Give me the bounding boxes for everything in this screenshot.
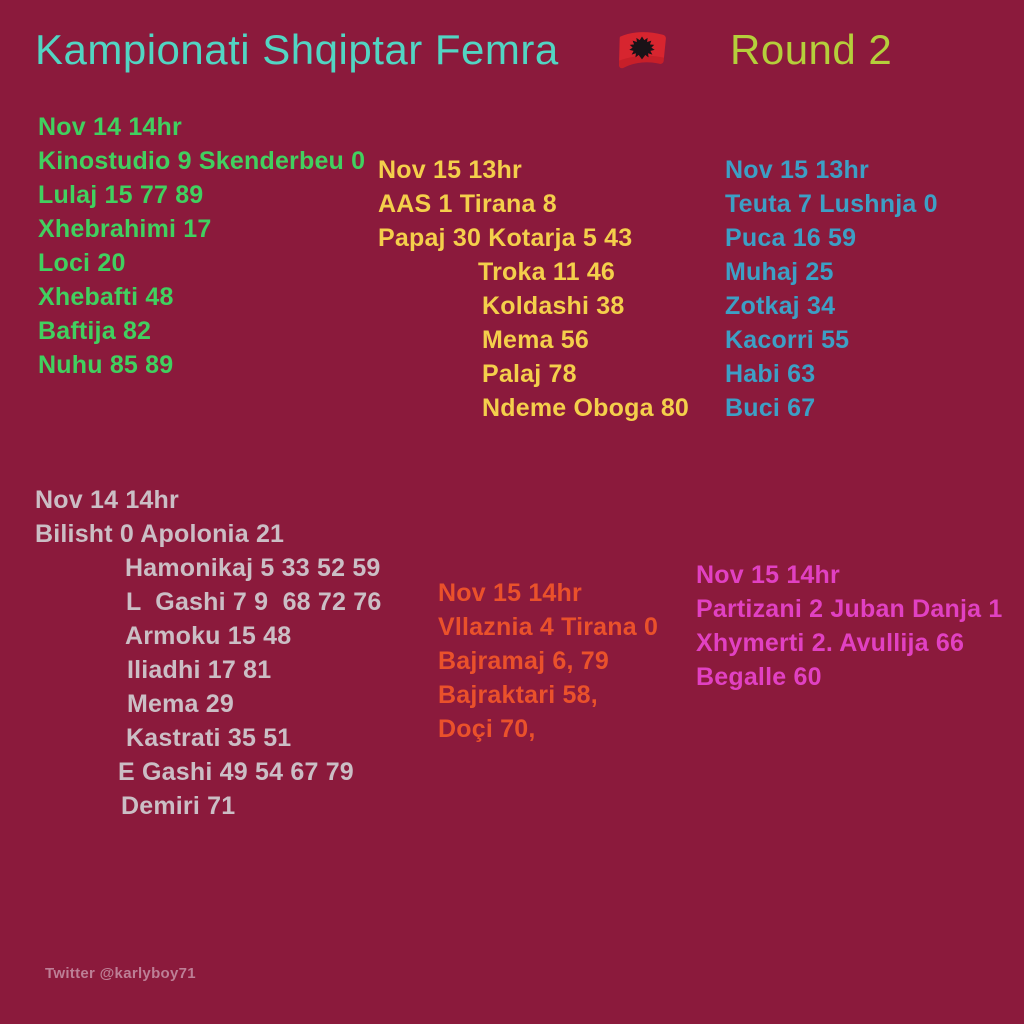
match-line: Bilisht 0 Apolonia 21 [35,520,285,548]
match-block-kinostudio-skenderbeu: Nov 14 14hr Kinostudio 9 Skenderbeu 0 Lula… [38,110,365,382]
match-line: Koldashi 38 [482,292,625,320]
match-line: Zotkaj 34 [725,292,836,320]
match-line: Mema 56 [482,326,590,354]
match-line: Puca 16 59 [725,224,857,252]
match-line: Doçi 70, [438,715,536,743]
page-title: Kampionati Shqiptar Femra [35,26,559,73]
match-block-partizani-jubandanja: Nov 15 14hr Partizani 2 Juban Danja 1 Xhym… [696,558,1003,694]
match-line: Iliadhi 17 81 [127,656,272,684]
match-line: Palaj 78 [482,360,577,388]
match-line: Xhebrahimi 17 [38,215,212,243]
match-line: Troka 11 46 [478,258,616,286]
match-line: Begalle 60 [696,663,822,691]
twitter-handle: Twitter @karlyboy71 [45,965,196,982]
match-line: Armoku 15 48 [125,622,292,650]
match-line: Ndeme Oboga 80 [482,394,690,422]
match-line: Teuta 7 Lushnja 0 [725,190,938,218]
match-line: Nov 15 13hr [378,156,522,184]
albania-flag-icon [618,32,666,69]
match-line: Nov 15 13hr [725,156,869,184]
match-block-teuta-lushnja: Nov 15 13hr Teuta 7 Lushnja 0 Puca 16 59 Mu… [725,153,938,425]
match-line: Nov 15 14hr [438,579,582,607]
match-line: Nov 14 14hr [35,486,179,514]
match-line: Partizani 2 Juban Danja 1 [696,595,1003,623]
match-line: Xhymerti 2. Avullija 66 [696,629,965,657]
header: Kampionati Shqiptar Femra Round 2 [35,26,1004,86]
match-block-vllaznia-tirana: Nov 15 14hr Vllaznia 4 Tirana 0 Bajramaj 6… [438,576,658,746]
match-line: Kastrati 35 51 [126,724,292,752]
match-line: Bajraktari 58, [438,681,598,709]
match-line: Demiri 71 [121,792,236,820]
match-line: Papaj 30 Kotarja 5 43 [378,224,633,252]
match-line: AAS 1 Tirana 8 [378,190,557,218]
match-line: Kinostudio 9 Skenderbeu 0 [38,147,366,175]
match-line: Kacorri 55 [725,326,850,354]
match-line: Lulaj 15 77 89 [38,181,204,209]
match-line: Mema 29 [127,690,235,718]
match-line: Baftija 82 [38,317,152,345]
match-line: Bajramaj 6, 79 [438,647,609,675]
match-line: Nov 14 14hr [38,113,182,141]
match-line: Muhaj 25 [725,258,834,286]
match-block-aas-tirana: Nov 15 13hr AAS 1 Tirana 8 Papaj 30 Kotarj… [378,153,689,425]
match-line: Nuhu 85 89 [38,351,174,379]
match-block-bilisht-apolonia: Nov 14 14hr Bilisht 0 Apolonia 21 Hamonika… [35,483,382,823]
match-line: Habi 63 [725,360,816,388]
match-line: Nov 15 14hr [696,561,840,589]
match-line: Vllaznia 4 Tirana 0 [438,613,659,641]
match-line: Hamonikaj 5 33 52 59 [125,554,381,582]
match-line: Xhebafti 48 [38,283,174,311]
round-label: Round 2 [730,26,893,73]
match-line: Loci 20 [38,249,126,277]
match-line: Buci 67 [725,394,816,422]
match-line: E Gashi 49 54 67 79 [118,758,354,786]
match-line: L Gashi 7 9 68 72 76 [126,588,382,616]
